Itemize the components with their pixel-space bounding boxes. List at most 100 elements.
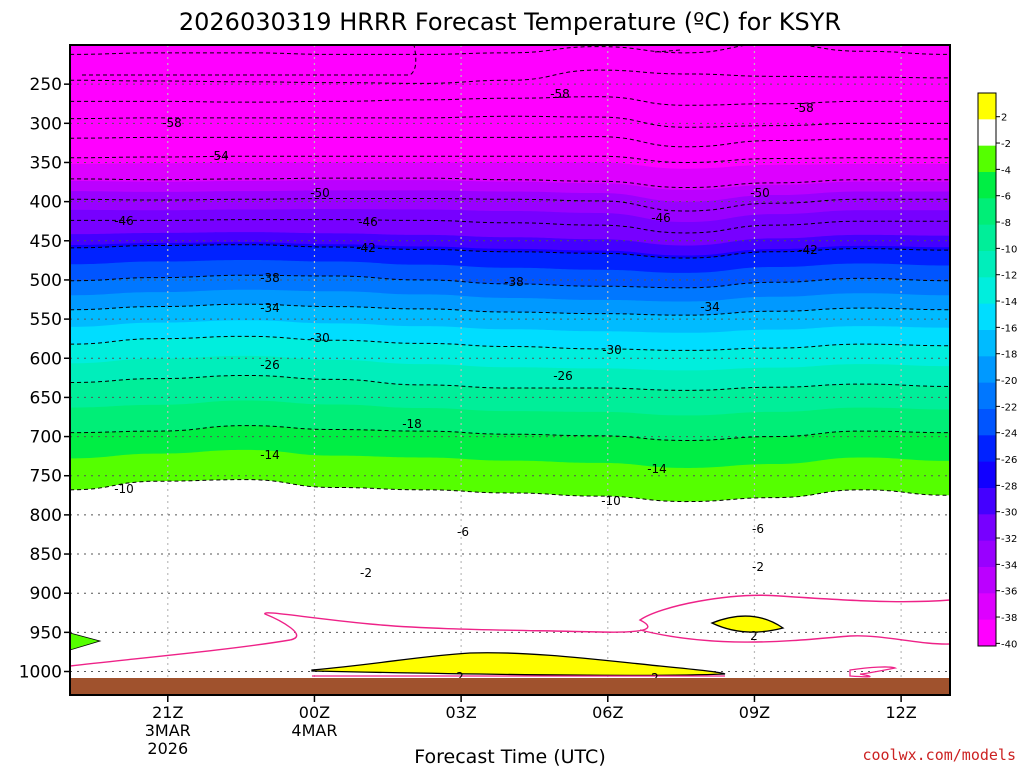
contour-label-30: 2 (750, 629, 758, 643)
colorbar-tick-label: -32 (1001, 534, 1017, 545)
contour-label-3: -54 (209, 149, 229, 163)
colorbar-tick-label: -36 (1001, 587, 1017, 598)
contour-label-text: -38 (504, 275, 524, 289)
contour-label-7: -46 (358, 215, 378, 229)
cold-pocket-left (70, 632, 102, 651)
y-tick-label: 950 (30, 623, 62, 643)
contour-label-text: -58 (550, 87, 570, 101)
contour-label-11: -38 (260, 271, 280, 285)
colorbar-swatch (978, 251, 996, 278)
zero-line-small (849, 666, 898, 678)
contour-label-text: -10 (114, 482, 134, 496)
contour-label-text: -2 (752, 560, 764, 574)
contour-label-14: -34 (700, 300, 720, 314)
contour-label-5: -50 (750, 186, 770, 200)
x-tick-label: 12Z (885, 703, 916, 722)
contour-label-text: -50 (310, 186, 330, 200)
colorbar-swatch (978, 172, 996, 199)
colorbar-swatch (978, 593, 996, 621)
colorbar-legend: 2 -2 -4 -6 -8 -10 -12 -14 -16 -18 -20 -22 -24 -26 -28 -… (977, 92, 1017, 650)
contour-label-12: -38 (504, 275, 524, 289)
y-tick-label: 800 (30, 506, 62, 526)
x-tick-label: 09Z (739, 703, 770, 722)
contour-label-24: -6 (457, 525, 469, 539)
contour-label-text: -46 (651, 211, 671, 225)
zero-line-upper (70, 594, 950, 667)
colorbar-tick-label: -34 (1001, 560, 1017, 571)
contour-label-22: -10 (114, 482, 134, 496)
contour-label-17: -26 (260, 358, 280, 372)
contour-line--46 (70, 136, 950, 148)
contour-label-text: -26 (260, 358, 280, 372)
contour-label-6: -46 (114, 214, 134, 228)
x-axis-title: Forecast Time (UTC) (414, 746, 605, 768)
colorbar-tick-label: -16 (1001, 323, 1017, 334)
colorbar-swatch (978, 330, 996, 357)
contour-label-text: -6 (457, 525, 469, 539)
colorbar-tick-label: -38 (1001, 613, 1017, 624)
colorbar-tick-label: -2 (1001, 139, 1011, 150)
contour-label-text: -50 (750, 186, 770, 200)
contour-label-21: -14 (647, 462, 667, 476)
colorbar-tick-label: -10 (1001, 244, 1017, 255)
grid-lines (70, 45, 950, 695)
y-tick-label: 450 (30, 232, 62, 252)
colorbar-frame (977, 92, 997, 647)
colorbar-tick-label: -24 (1001, 429, 1017, 440)
x-tick-label: 4MAR (291, 721, 337, 740)
contour-label-16: -30 (602, 343, 622, 357)
colorbar-tick-label: -30 (1001, 508, 1017, 519)
colorbar-swatch (978, 119, 996, 147)
colorbar-tick-label: -14 (1001, 297, 1017, 308)
colorbar-tick-label: -26 (1001, 455, 1017, 466)
contour-label-8: -46 (651, 211, 671, 225)
y-tick-label: 900 (30, 584, 62, 604)
contour-label-10: -42 (798, 243, 818, 257)
colorbar-tick-label: -40 (1001, 639, 1017, 650)
colorbar-swatch (978, 567, 996, 594)
temperature-bands (70, 45, 950, 695)
contour-label-13: -34 (260, 301, 280, 315)
colorbar-tick-label: -28 (1001, 481, 1017, 492)
contour-label-9: -42 (356, 241, 376, 255)
colorbar-swatch (978, 356, 996, 384)
colorbar-tick-label: -4 (1001, 165, 1011, 176)
ground-fill (70, 678, 950, 695)
contour-label-text: -34 (700, 300, 720, 314)
contour-label-0: -58 (550, 87, 570, 101)
plot-area: -58 -58 -58 -54 -50 -50 -46 -46 -46 -42 -42 -38 -38 -… (70, 45, 950, 695)
y-tick-label: 550 (30, 310, 62, 330)
colorbar-tick-label: -6 (1001, 192, 1011, 203)
contour-label-text: -18 (402, 417, 422, 431)
colorbar-swatch (978, 93, 996, 120)
colorbar-tick-label: -20 (1001, 376, 1017, 387)
contour-label-text: -30 (310, 331, 330, 345)
contour-label-text: -14 (260, 448, 280, 462)
x-tick-label: 06Z (592, 703, 623, 722)
x-tick-label: 2026 (147, 739, 188, 758)
contour-label-text: -14 (647, 462, 667, 476)
chart-title: 2026030319 HRRR Forecast Temperature (ºC… (179, 8, 841, 36)
contour-label-19: -18 (402, 417, 422, 431)
y-tick-label: 250 (30, 75, 62, 95)
contour-label-text: -58 (794, 101, 814, 115)
y-tick-label: 650 (30, 388, 62, 408)
contour-label-text: -42 (356, 241, 376, 255)
colorbar-swatch (978, 382, 996, 410)
contour-line--2 (70, 479, 950, 503)
colorbar-swatch (978, 145, 996, 173)
colorbar-tick-label: -22 (1001, 402, 1017, 413)
contour-label-text: -42 (798, 243, 818, 257)
x-tick-label: 00Z (299, 703, 330, 722)
colorbar-swatch (978, 435, 996, 463)
contour-label-text: -10 (601, 494, 621, 508)
colorbar-swatch (978, 224, 996, 252)
colorbar-swatch (978, 514, 996, 542)
warm-pocket-aloft (710, 615, 785, 633)
contour-label-text: 2 (456, 670, 464, 684)
contour-label-text: -34 (260, 301, 280, 315)
x-tick-label: 21Z (152, 703, 183, 722)
colorbar-swatch (978, 461, 996, 489)
